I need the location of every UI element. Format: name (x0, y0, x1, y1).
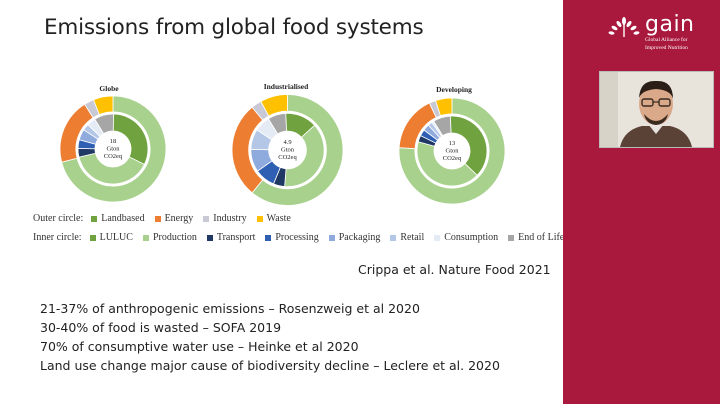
outer-slice-landbased (61, 95, 167, 203)
inner-slice-production (78, 152, 145, 185)
legend-swatch (390, 234, 397, 241)
outer-slice-waste (260, 94, 288, 117)
outer-slice-waste (92, 95, 114, 116)
outer-slice-waste (435, 97, 453, 117)
donut-center-text: 13 (449, 140, 456, 147)
legend-swatch (142, 234, 149, 241)
legend-text: Processing (275, 232, 319, 243)
donut-hole (269, 131, 306, 169)
outer-slice-landbased (251, 94, 344, 206)
donut-hole (95, 131, 131, 167)
legend-swatch (508, 234, 515, 241)
legend-item-packaging: Packaging (328, 232, 381, 243)
fact-item: 21-37% of anthropogenic emissions – Rose… (40, 301, 420, 316)
inner-slice-consumption (431, 120, 444, 137)
logo-text: gain Global Alliance for Improved Nutrit… (645, 14, 695, 51)
donut-center-text: 18 (110, 138, 117, 145)
legend-item-energy: Energy (154, 213, 194, 224)
chart-title-industrialised: Industrialised (263, 82, 309, 91)
slide-title: Emissions from global food systems (44, 15, 424, 40)
inner-slice-production (284, 124, 325, 187)
donut-center-text: Gton (281, 147, 295, 154)
legend-swatch (203, 215, 210, 222)
legend-swatch (206, 234, 213, 241)
legend-swatch (328, 234, 335, 241)
legend-item-consumption: Consumption (434, 232, 498, 243)
inner-slice-consumption (256, 118, 279, 141)
logo-subtitle-1: Global Alliance for (645, 37, 688, 43)
citation: Crippa et al. Nature Food 2021 (358, 262, 551, 277)
legend-swatch (434, 234, 441, 241)
legend-item-waste: Waste (256, 213, 291, 224)
gain-logo: gain Global Alliance for Improved Nutrit… (608, 14, 695, 51)
fact-item: 30-40% of food is wasted – SOFA 2019 (40, 320, 282, 335)
donut-center-text: CO2eq (104, 153, 123, 160)
legend-text: Production (152, 232, 197, 243)
donut-center-text: CO2eq (278, 154, 297, 161)
fact-item: Land use change major cause of biodivers… (40, 358, 500, 373)
legend-swatch (89, 234, 96, 241)
legend-item-luluc: LULUC (89, 232, 133, 243)
legend-text: Packaging (338, 232, 381, 243)
chart-title-developing: Developing (436, 85, 472, 94)
legend-item-landbased: Landbased (91, 213, 145, 224)
facts-list: 21-37% of anthropogenic emissions – Rose… (40, 299, 500, 375)
logo-subtitle-2: Improved Nutrition (645, 44, 688, 51)
legend-swatch (154, 215, 161, 222)
slide-canvas: Emissions from global food systems Globe… (33, 15, 565, 375)
brand-sidebar (563, 0, 720, 404)
webcam-thumbnail (599, 71, 714, 148)
donut-center-text: CO2eq (443, 155, 462, 162)
legend-inner: Inner circle: LULUC Production Transport… (33, 232, 574, 243)
legend-item-industry: Industry (203, 213, 247, 224)
legend-item-retail: Retail (390, 232, 424, 243)
legend-item-production: Production (142, 232, 197, 243)
wheat-logo-icon (608, 17, 640, 37)
legend-swatch (265, 234, 272, 241)
legend-inner-label: Inner circle: (33, 232, 82, 243)
person-icon (600, 72, 713, 147)
legend-item-processing: Processing (265, 232, 319, 243)
donut-hole (434, 133, 470, 169)
legend-text: Retail (400, 232, 425, 243)
legend-text: End of Life (518, 232, 565, 243)
legend-text: Landbased (101, 213, 145, 224)
chart-title-globe: Globe (99, 84, 119, 93)
legend-text: Energy (164, 213, 194, 224)
outer-slice-landbased (398, 97, 506, 205)
legend-text: Waste (266, 213, 291, 224)
legend-swatch (256, 215, 263, 222)
donut-center-text: 4.9 (283, 139, 291, 146)
legend-text: Transport (216, 232, 256, 243)
legend-item-transport: Transport (206, 232, 256, 243)
donut-center-text: Gton (446, 148, 460, 155)
donut-center-text: Gton (107, 146, 121, 153)
legend-text: Industry (213, 213, 247, 224)
legend-outer-label: Outer circle: (33, 213, 84, 224)
fact-item: 70% of consumptive water use – Heinke et… (40, 339, 359, 354)
legend-outer: Outer circle: Landbased Energy Industry … (33, 213, 301, 224)
legend-text: LULUC (99, 232, 133, 243)
logo-word: gain (645, 12, 695, 37)
legend-text: Consumption (444, 232, 499, 243)
legend-item-end-of-life: End of Life (508, 232, 564, 243)
inner-slice-production (416, 141, 478, 187)
legend-swatch (91, 215, 98, 222)
inner-slice-consumption (87, 118, 105, 138)
